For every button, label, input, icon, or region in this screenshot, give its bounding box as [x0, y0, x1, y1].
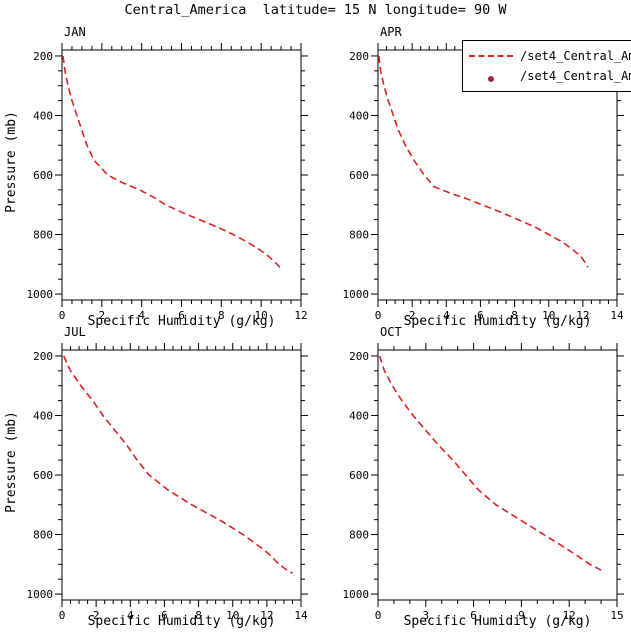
svg-text:8: 8 — [511, 309, 518, 322]
svg-text:600: 600 — [33, 469, 53, 482]
legend-label: /set4_Central_Am — [520, 49, 631, 63]
x-axis-label: Specific Humidity (g/kg) — [87, 314, 276, 329]
svg-text:2: 2 — [409, 309, 416, 322]
svg-text:6: 6 — [178, 309, 185, 322]
plot-jan: 0 2 4 6 8 10 12 200 400 600 800 1000 — [27, 43, 308, 322]
svg-text:6: 6 — [470, 609, 477, 622]
svg-text:4: 4 — [127, 609, 134, 622]
svg-text:2: 2 — [99, 309, 106, 322]
svg-text:400: 400 — [33, 409, 53, 422]
x-axis-label: Specific Humidity (g/kg) — [87, 614, 276, 629]
plot-oct: 0 3 6 9 12 15 200 400 600 800 1000 — [343, 343, 624, 622]
svg-text:0: 0 — [59, 609, 66, 622]
legend: /set4_Central_Am /set4_Central_Am — [462, 40, 631, 92]
svg-text:2: 2 — [93, 609, 100, 622]
svg-text:800: 800 — [33, 529, 53, 542]
panel-oct: OCT 0 3 6 9 12 15 200 400 600 800 1000 Specific Hu… — [316, 325, 631, 644]
svg-text:200: 200 — [349, 50, 369, 63]
plot-jul: 0 2 4 6 8 10 12 14 200 400 600 800 1000 — [27, 343, 308, 622]
legend-dot-marker-icon — [488, 75, 494, 82]
svg-text:6: 6 — [161, 609, 168, 622]
svg-text:600: 600 — [33, 169, 53, 182]
svg-text:600: 600 — [349, 169, 369, 182]
panel-month-label: JAN — [64, 25, 86, 39]
panel-month-label: OCT — [380, 325, 402, 339]
svg-text:800: 800 — [349, 529, 369, 542]
svg-text:0: 0 — [59, 309, 66, 322]
legend-dashed-line-sample — [469, 55, 513, 57]
legend-entry-dot: /set4_Central_Am — [469, 66, 631, 86]
svg-text:200: 200 — [33, 350, 53, 363]
svg-text:400: 400 — [349, 109, 369, 122]
svg-text:1000: 1000 — [27, 288, 54, 301]
svg-text:15: 15 — [610, 609, 623, 622]
svg-text:8: 8 — [195, 609, 202, 622]
panel-month-label: APR — [380, 25, 402, 39]
svg-text:12: 12 — [260, 609, 273, 622]
panel-jul: JUL 0 2 4 6 8 10 12 14 200 400 600 800 1000 Specific… — [0, 325, 315, 644]
x-axis-label: Specific Humidity (g/kg) — [403, 314, 592, 329]
svg-text:10: 10 — [542, 309, 555, 322]
svg-text:0: 0 — [375, 609, 382, 622]
svg-text:1000: 1000 — [343, 588, 370, 601]
panel-jan: JAN 0 2 4 6 8 10 12 200 400 600 800 1000 Specific H… — [0, 25, 315, 344]
figure-title: Central_America latitude= 15 N longitude… — [124, 2, 507, 18]
svg-text:10: 10 — [255, 309, 268, 322]
svg-text:4: 4 — [138, 309, 145, 322]
panel-month-label: JUL — [64, 325, 86, 339]
legend-entry-line: /set4_Central_Am — [469, 46, 631, 66]
svg-text:200: 200 — [33, 50, 53, 63]
svg-text:800: 800 — [349, 229, 369, 242]
legend-dot-sample-wrap — [469, 67, 513, 86]
svg-text:600: 600 — [349, 469, 369, 482]
svg-text:4: 4 — [443, 309, 450, 322]
x-axis-label: Specific Humidity (g/kg) — [403, 614, 592, 629]
svg-text:10: 10 — [226, 609, 239, 622]
svg-text:3: 3 — [422, 609, 429, 622]
svg-text:9: 9 — [518, 609, 525, 622]
svg-text:12: 12 — [294, 309, 307, 322]
svg-text:0: 0 — [375, 309, 382, 322]
svg-text:1000: 1000 — [343, 288, 370, 301]
svg-text:400: 400 — [349, 409, 369, 422]
legend-label: /set4_Central_Am — [520, 69, 631, 83]
svg-text:200: 200 — [349, 350, 369, 363]
svg-text:14: 14 — [294, 609, 308, 622]
svg-text:14: 14 — [610, 309, 624, 322]
svg-text:12: 12 — [576, 309, 589, 322]
svg-text:8: 8 — [218, 309, 225, 322]
svg-text:1000: 1000 — [27, 588, 54, 601]
svg-text:6: 6 — [477, 309, 484, 322]
svg-text:400: 400 — [33, 109, 53, 122]
svg-text:12: 12 — [563, 609, 576, 622]
svg-text:800: 800 — [33, 229, 53, 242]
